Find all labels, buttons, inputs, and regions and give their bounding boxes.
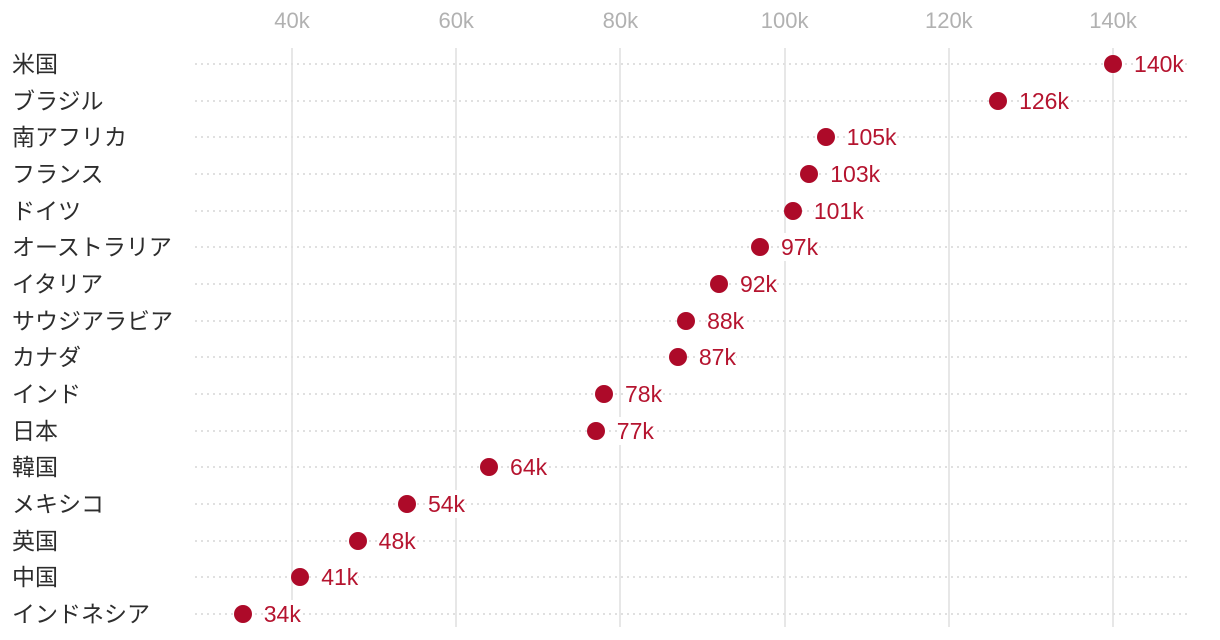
row-gridline (195, 466, 1188, 469)
x-tick-label: 60k (438, 8, 474, 33)
data-value-label: 87k (698, 343, 736, 372)
data-dot (989, 91, 1008, 110)
category-label: ドイツ (12, 197, 81, 224)
row-gridline (195, 99, 1188, 102)
row-gridline (195, 173, 1188, 175)
data-dot (709, 275, 728, 293)
category-label: サウジアラビア (12, 307, 173, 334)
category-label: インド (12, 381, 81, 407)
data-value-label: 92k (739, 270, 778, 298)
data-dot (1104, 55, 1123, 73)
category-label: 日本 (12, 417, 58, 444)
category-label: フランス (12, 161, 104, 187)
row-gridline (195, 429, 1188, 432)
data-dot (586, 421, 605, 440)
data-value-label: 48k (378, 526, 416, 555)
data-value-label: 103k (830, 160, 881, 188)
data-value-label: 34k (263, 600, 301, 628)
data-dot (800, 165, 819, 183)
data-value-label: 41k (321, 563, 359, 592)
x-gridline (619, 48, 622, 627)
x-tick-label: 40k (274, 8, 310, 33)
data-value-label: 54k (427, 490, 466, 518)
category-label: インドネシア (12, 601, 150, 627)
row-gridline (195, 393, 1188, 395)
x-tick-label: 120k (924, 8, 973, 33)
data-value-label: 78k (624, 380, 663, 408)
data-value-label: 126k (1019, 86, 1069, 115)
row-gridline (195, 503, 1188, 505)
data-dot (348, 531, 367, 550)
data-value-label: 140k (1134, 50, 1184, 78)
data-dot (750, 238, 769, 257)
row-gridline (195, 539, 1188, 542)
x-tick-label: 140k (1089, 8, 1137, 33)
data-dot (783, 201, 802, 220)
row-gridline (195, 63, 1188, 65)
data-dot (677, 311, 696, 330)
x-gridline (1112, 48, 1115, 627)
x-gridline (455, 48, 458, 627)
row-gridline (195, 613, 1188, 615)
row-gridline (195, 246, 1188, 249)
category-label: メキシコ (12, 491, 104, 517)
data-value-label: 77k (616, 416, 654, 445)
category-label: オーストラリア (12, 234, 172, 261)
data-value-label: 64k (510, 453, 548, 482)
data-dot (594, 385, 613, 403)
row-gridline (195, 283, 1188, 285)
data-dot (668, 348, 687, 367)
data-value-label: 88k (707, 306, 745, 335)
category-label: 米国 (12, 51, 58, 77)
category-label: カナダ (12, 344, 81, 371)
row-gridline (195, 356, 1188, 359)
data-dot (397, 495, 416, 513)
data-value-label: 105k (846, 123, 897, 152)
x-tick-label: 80k (602, 8, 639, 33)
data-value-label: 101k (813, 196, 864, 225)
row-gridline (195, 136, 1188, 139)
category-label: 韓国 (12, 454, 58, 481)
category-label: 南アフリカ (12, 124, 127, 151)
data-dot (291, 568, 310, 587)
x-gridline (783, 48, 786, 627)
x-gridline (947, 48, 950, 627)
category-label: 英国 (12, 527, 58, 554)
data-dot (480, 458, 499, 477)
category-label: 中国 (12, 564, 58, 591)
data-dot (816, 128, 835, 147)
data-value-label: 97k (780, 233, 819, 262)
row-gridline (195, 576, 1188, 579)
row-gridline (195, 209, 1188, 212)
category-label: ブラジル (12, 87, 104, 114)
x-tick-label: 100k (760, 8, 809, 33)
data-dot (233, 605, 252, 623)
category-label: イタリア (12, 271, 104, 297)
x-gridline (291, 48, 293, 627)
